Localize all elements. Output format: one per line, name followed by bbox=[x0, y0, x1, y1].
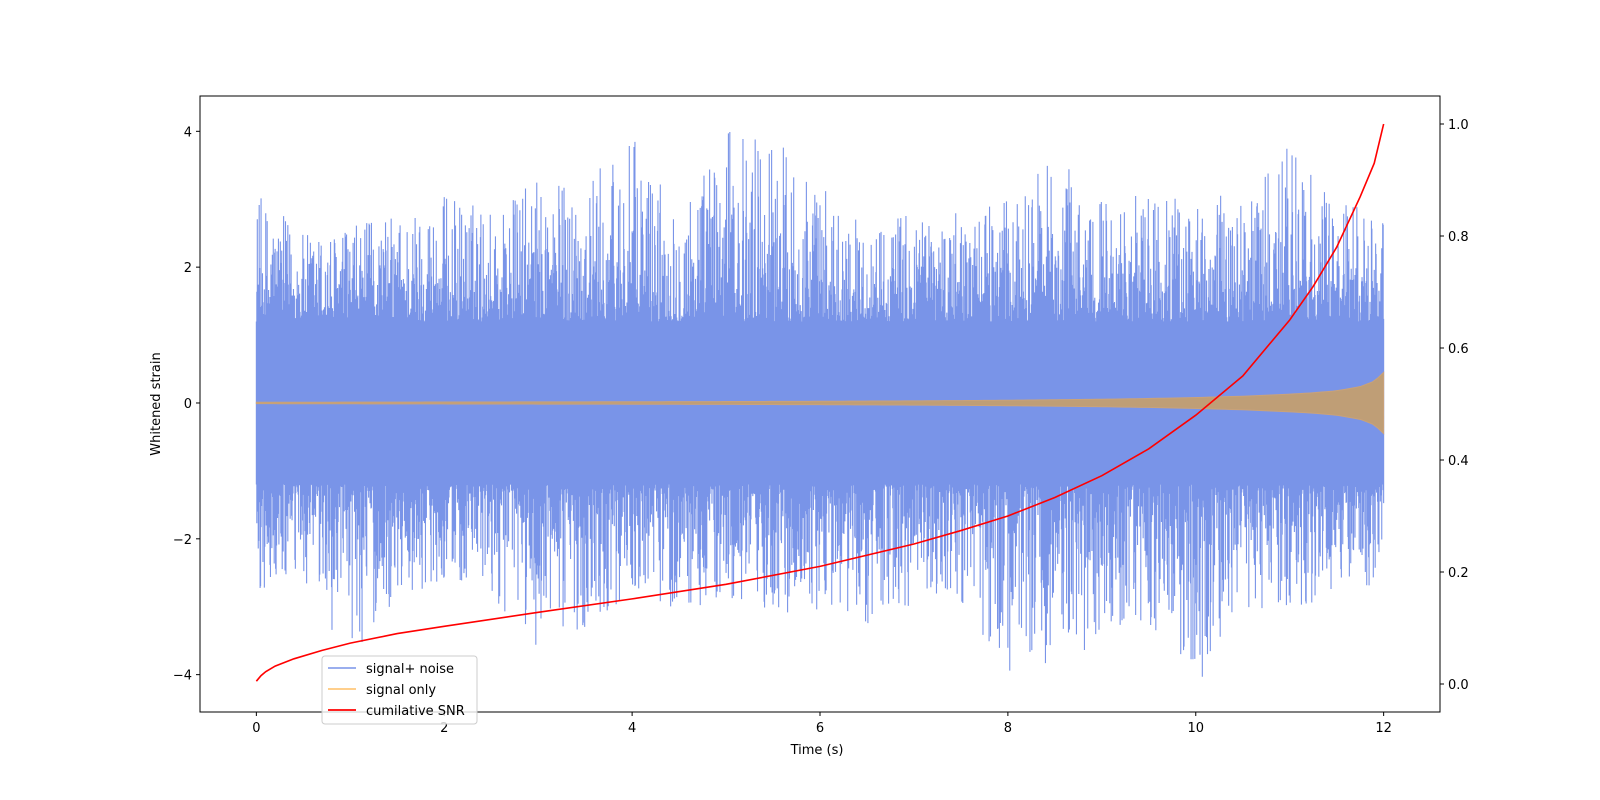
legend-box bbox=[321, 655, 478, 725]
y2-tick-label: 0.2 bbox=[1448, 566, 1469, 581]
y-tick-label: 4 bbox=[184, 125, 192, 140]
x-tick-label: 12 bbox=[1375, 721, 1392, 736]
plot-area bbox=[255, 123, 1385, 682]
y-axis-label: Whitened strain bbox=[149, 352, 164, 455]
x-tick-label: 4 bbox=[628, 721, 636, 736]
x-tick-label: 2 bbox=[440, 721, 448, 736]
y-tick-label: −4 bbox=[173, 669, 192, 684]
series-cumulative-snr bbox=[255, 123, 1385, 682]
x-tick-label: 6 bbox=[816, 721, 824, 736]
legend: signal+ noise signal only cumilative SNR bbox=[321, 655, 478, 725]
y2-tick-label: 1.0 bbox=[1448, 118, 1469, 133]
y-axis-right: 0.0 0.2 0.4 0.6 0.8 1.0 bbox=[1440, 118, 1469, 693]
legend-label: signal+ noise bbox=[366, 662, 454, 677]
y-tick-label: 2 bbox=[184, 261, 192, 276]
y-tick-label: −2 bbox=[173, 533, 192, 548]
y2-tick-label: 0.8 bbox=[1448, 230, 1469, 245]
x-tick-label: 0 bbox=[252, 721, 260, 736]
x-axis-label: Time (s) bbox=[790, 743, 844, 758]
y2-tick-label: 0.4 bbox=[1448, 454, 1469, 469]
y2-tick-label: 0.6 bbox=[1448, 342, 1469, 357]
signal-only-envelope bbox=[255, 371, 1385, 435]
x-tick-label: 8 bbox=[1004, 721, 1012, 736]
x-tick-label: 10 bbox=[1187, 721, 1204, 736]
y-axis-left: −4 −2 0 2 4 bbox=[173, 125, 200, 684]
legend-label: cumilative SNR bbox=[366, 704, 465, 719]
legend-label: signal only bbox=[366, 683, 436, 698]
x-axis: 0 2 4 6 8 10 12 bbox=[252, 712, 1392, 736]
y2-tick-label: 0.0 bbox=[1448, 678, 1469, 693]
y-tick-label: 0 bbox=[184, 397, 192, 412]
series-signal-only bbox=[255, 371, 1385, 435]
